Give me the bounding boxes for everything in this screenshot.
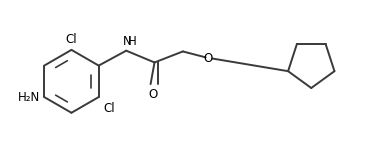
Text: N: N <box>123 35 131 48</box>
Text: Cl: Cl <box>103 102 115 115</box>
Text: O: O <box>204 52 213 65</box>
Text: O: O <box>148 88 157 101</box>
Text: H: H <box>127 35 136 48</box>
Text: H₂N: H₂N <box>18 91 40 104</box>
Text: Cl: Cl <box>66 33 77 46</box>
